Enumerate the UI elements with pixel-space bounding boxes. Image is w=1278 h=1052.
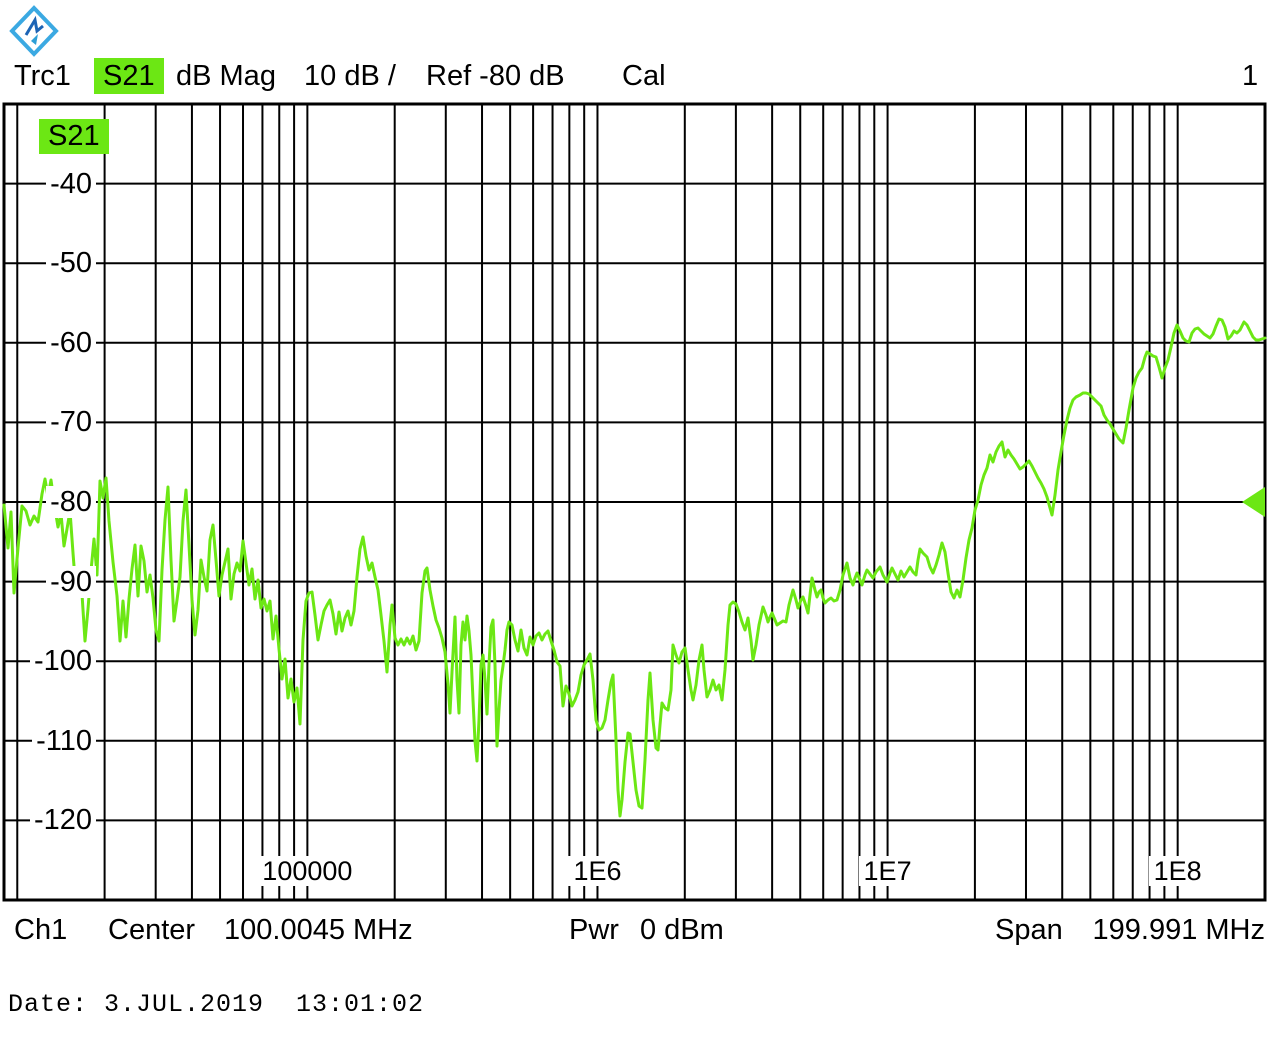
rs-logo-glyph2	[31, 34, 38, 45]
window-number: 1	[1242, 60, 1259, 92]
date-time-status: Date: 3.JUL.2019 13:01:02	[8, 990, 425, 1019]
ref-level-label[interactable]: Ref -80 dB	[426, 60, 565, 92]
span-label[interactable]: Span	[995, 914, 1063, 946]
cal-status-label: Cal	[622, 60, 666, 92]
center-freq-label[interactable]: Center	[108, 914, 196, 946]
power-label[interactable]: Pwr	[569, 914, 619, 946]
plot-channel-chip[interactable]: S21	[39, 119, 109, 154]
rs-logo	[9, 5, 59, 57]
span-value[interactable]: 199.991 MHz	[1092, 914, 1266, 946]
trace-scale-label[interactable]: 10 dB /	[304, 60, 396, 92]
trace-format-label[interactable]: dB Mag	[176, 60, 276, 92]
power-value[interactable]: 0 dBm	[640, 914, 724, 946]
center-freq-value[interactable]: 100.0045 MHz	[224, 914, 413, 946]
s21-trace	[2, 317, 1267, 818]
ref-level-marker-icon[interactable]	[1242, 487, 1265, 517]
rs-logo-diamond	[9, 5, 59, 57]
rs-logo-glyph	[24, 15, 44, 36]
channel-label[interactable]: Ch1	[14, 914, 68, 946]
measurement-chip[interactable]: S21	[94, 58, 164, 94]
trace-name-label[interactable]: Trc1	[14, 60, 71, 92]
